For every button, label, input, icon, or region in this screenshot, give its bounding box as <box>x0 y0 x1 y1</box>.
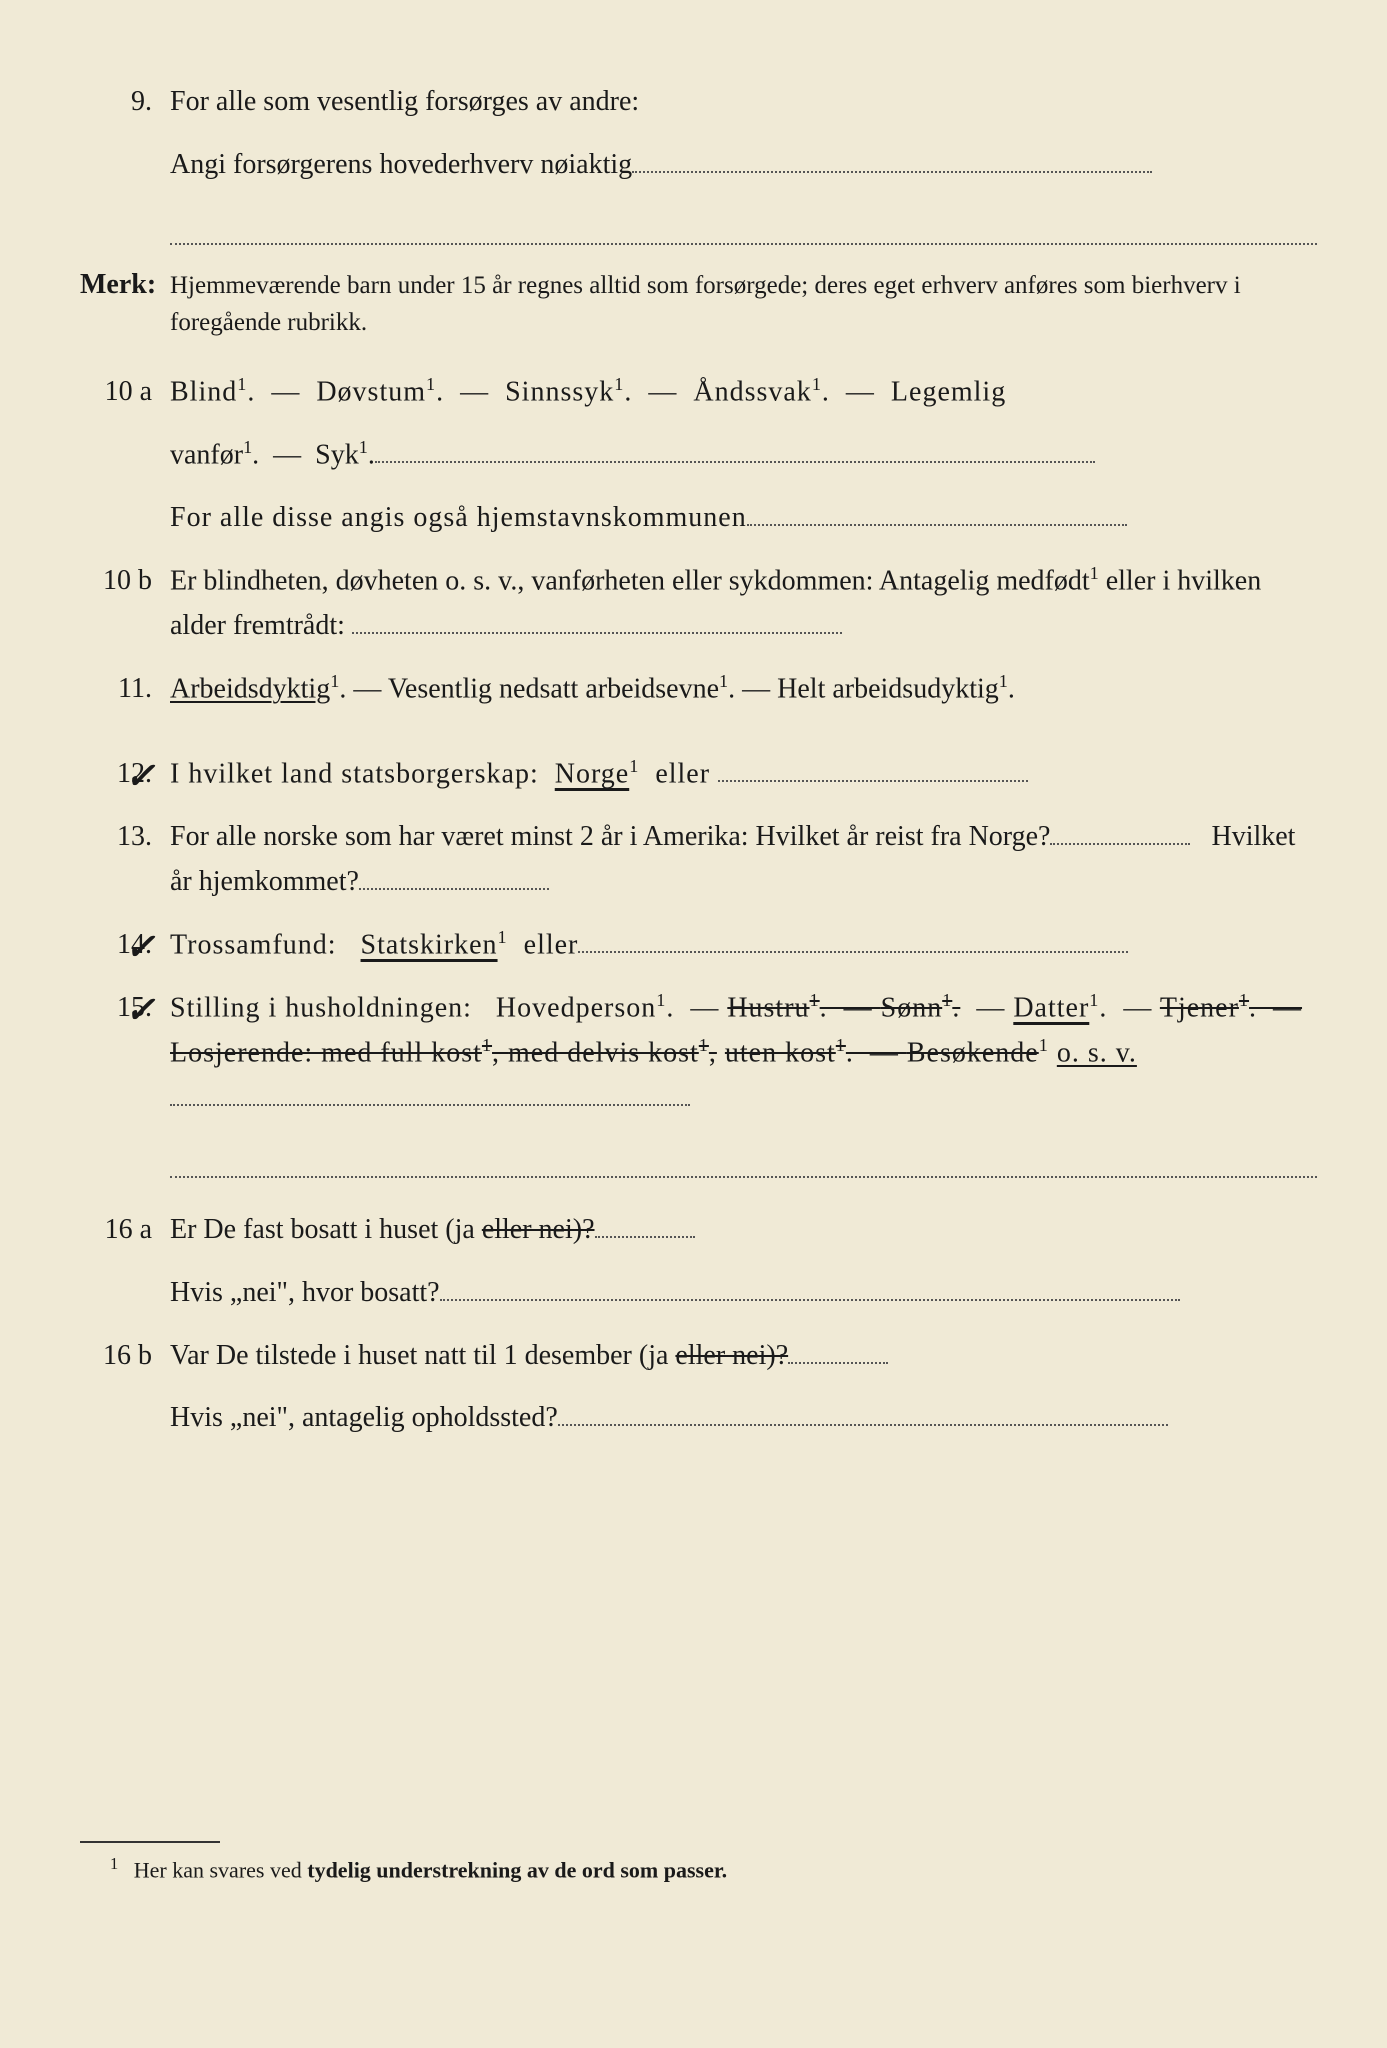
q16b-text: Var De tilstede i huset natt til 1 desem… <box>170 1334 1317 1379</box>
merk-text: Hjemmeværende barn under 15 år regnes al… <box>170 267 1317 342</box>
question-16b: 16 b Var De tilstede i huset natt til 1 … <box>80 1334 1317 1379</box>
question-10a: 10 a Blind1. — Døvstum1. — Sinnssyk1. — … <box>80 370 1317 415</box>
question-12: ✓ 12. I hvilket land statsborgerskap: No… <box>80 752 1317 797</box>
checkmark-15: ✓ <box>125 982 155 1040</box>
q9-blank-line <box>170 206 1317 245</box>
question-11: 11. Arbeidsdyktig1. — Vesentlig nedsatt … <box>80 667 1317 712</box>
question-14: ✓ 14. Trossamfund: Statskirken1 eller <box>80 923 1317 968</box>
checkmark-14: ✓ <box>125 919 155 977</box>
q10a-line2: vanfør1. — Syk1. <box>80 433 1317 478</box>
q10b-num: 10 b <box>80 559 170 604</box>
q14-text: Trossamfund: Statskirken1 eller <box>170 923 1317 968</box>
question-15: ✓ 15. Stilling i husholdningen: Hovedper… <box>80 986 1317 1121</box>
q15-text: Stilling i husholdningen: Hovedperson1. … <box>170 986 1317 1121</box>
q9-line1: For alle som vesentlig forsørges av andr… <box>170 80 1317 125</box>
q13-text: For alle norske som har været minst 2 år… <box>170 815 1317 905</box>
q15-blank-line <box>170 1139 1317 1178</box>
q9-num: 9. <box>80 80 170 125</box>
checkmark-12: ✓ <box>125 748 155 806</box>
q10b-text: Er blindheten, døvheten o. s. v., vanfør… <box>170 559 1317 649</box>
footnote-separator <box>80 1841 220 1843</box>
q11-text: Arbeidsdyktig1. — Vesentlig nedsatt arbe… <box>170 667 1317 712</box>
question-16a: 16 a Er De fast bosatt i huset (ja eller… <box>80 1208 1317 1253</box>
q10a-options: Blind1. — Døvstum1. — Sinnssyk1. — Åndss… <box>170 370 1317 415</box>
q10a-num: 10 a <box>80 370 170 415</box>
q16a-hvis: Hvis „nei", hvor bosatt? <box>80 1271 1317 1316</box>
q16a-num: 16 a <box>80 1208 170 1253</box>
question-13: 13. For alle norske som har været minst … <box>80 815 1317 905</box>
question-9: 9. For alle som vesentlig forsørges av a… <box>80 80 1317 125</box>
footnote: 1 Her kan svares ved tydelig understrekn… <box>80 1851 1317 1888</box>
q11-num: 11. <box>80 667 170 712</box>
question-10b: 10 b Er blindheten, døvheten o. s. v., v… <box>80 559 1317 649</box>
q16b-hvis: Hvis „nei", antagelig opholdssted? <box>80 1396 1317 1441</box>
q10a-line3: For alle disse angis også hjemstavnskomm… <box>80 496 1317 541</box>
q9-line2-row: Angi forsørgerens hovederhverv nøiaktig <box>80 143 1317 188</box>
q13-num: 13. <box>80 815 170 860</box>
merk-label: Merk: <box>80 263 170 308</box>
q12-text: I hvilket land statsborgerskap: Norge1 e… <box>170 752 1317 797</box>
q9-line2: Angi forsørgerens hovederhverv nøiaktig <box>170 143 1317 188</box>
q16a-text: Er De fast bosatt i huset (ja eller nei)… <box>170 1208 1317 1253</box>
q16b-num: 16 b <box>80 1334 170 1379</box>
merk-note: Merk: Hjemmeværende barn under 15 år reg… <box>80 263 1317 342</box>
